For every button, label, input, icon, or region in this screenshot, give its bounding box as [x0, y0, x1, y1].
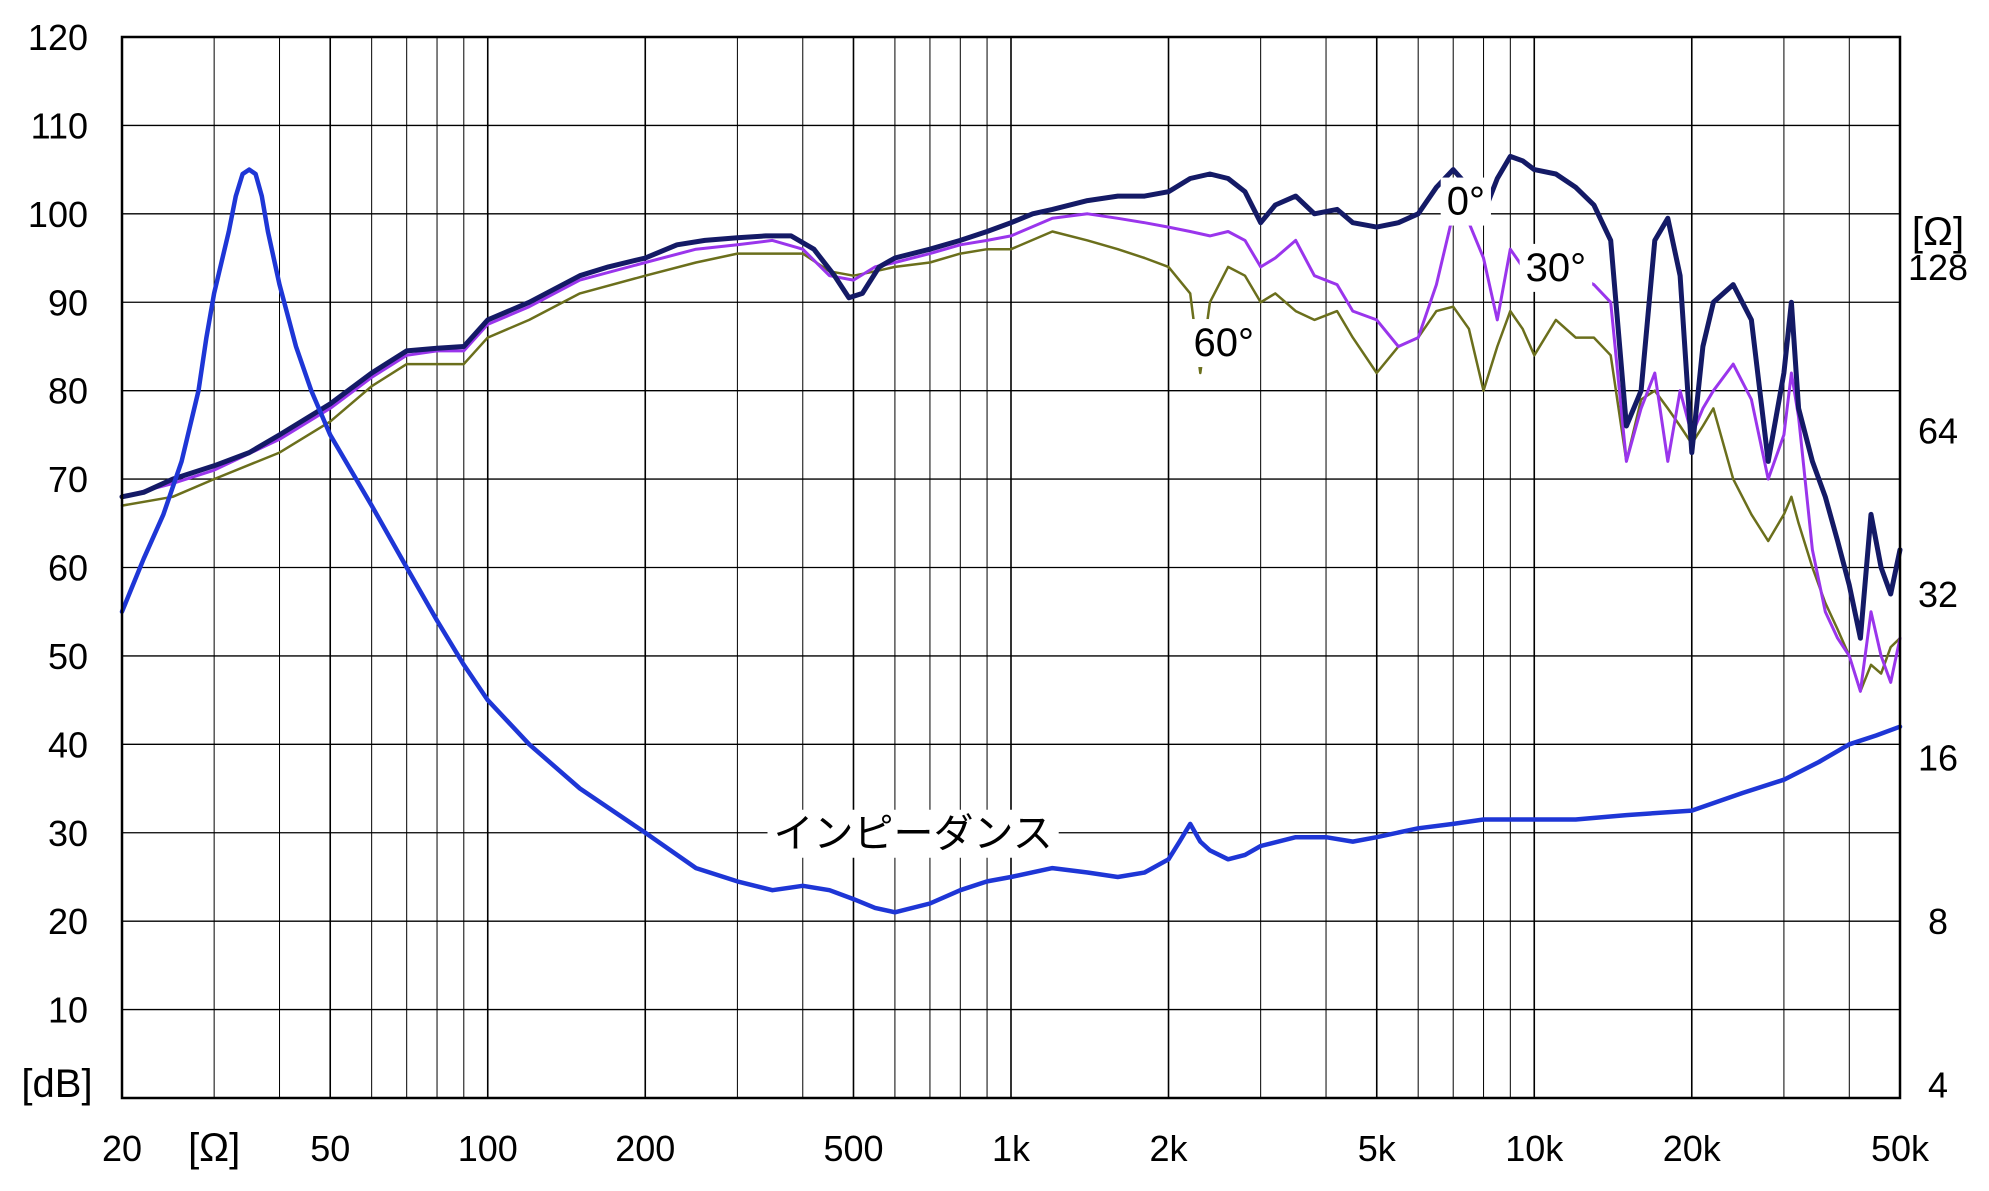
x-tick-label: 20 — [102, 1128, 142, 1169]
y-left-tick-label: 60 — [48, 548, 88, 589]
y-left-tick-label: 120 — [28, 17, 88, 58]
y-right-tick-label: 128 — [1908, 247, 1968, 288]
x-axis-inline-unit: [Ω] — [188, 1126, 240, 1170]
y-right-tick-label: 16 — [1918, 738, 1958, 779]
y-right-tick-label: 64 — [1918, 410, 1958, 451]
plot-frame — [120, 35, 1902, 1100]
x-tick-label: 200 — [615, 1128, 675, 1169]
y-left-tick-label: 20 — [48, 901, 88, 942]
x-tick-label: 50 — [310, 1128, 350, 1169]
y-left-tick-label: 80 — [48, 371, 88, 412]
annotation-background — [1440, 177, 1491, 226]
grid — [122, 37, 1900, 1098]
annotation-background — [1187, 319, 1260, 368]
series-line — [119, 153, 1903, 641]
series-line — [120, 230, 1902, 693]
y-left-tick-label: 30 — [48, 813, 88, 854]
x-tick-label: 50k — [1871, 1128, 1930, 1169]
series-layer — [119, 153, 1903, 915]
annotation-background — [1519, 243, 1593, 292]
annotation-label: 60° — [1193, 321, 1254, 365]
annotation-label: 0° — [1447, 180, 1485, 224]
y-left-tick-label: 100 — [28, 194, 88, 235]
y-left-tick-label: 70 — [48, 459, 88, 500]
y-left-tick-label: 10 — [48, 990, 88, 1031]
y-left-tick-label: 90 — [48, 282, 88, 323]
series-line — [119, 167, 1903, 915]
tick-labels: 20 50 100 200 500 1k 2k 5k 10k 20k 50k 10 20 30 40 50 60… — [28, 17, 1968, 1169]
y-right-tick-label: 4 — [1928, 1065, 1948, 1106]
x-tick-label: 20k — [1663, 1128, 1722, 1169]
right-axis-unit: [Ω] — [1912, 210, 1964, 254]
y-left-tick-label: 110 — [31, 105, 88, 146]
y-right-tick-label: 8 — [1928, 901, 1948, 942]
left-axis-unit: [dB] — [21, 1062, 92, 1106]
x-tick-label: 2k — [1150, 1128, 1189, 1169]
x-tick-label: 1k — [992, 1128, 1031, 1169]
x-tick-label: 100 — [458, 1128, 518, 1169]
x-tick-label: 5k — [1358, 1128, 1397, 1169]
annotations: 0° 30° 60° インピーダンス — [767, 177, 1593, 858]
series-line — [120, 212, 1902, 693]
y-left-tick-label: 40 — [48, 724, 88, 765]
x-tick-label: 500 — [823, 1128, 883, 1169]
annotation-label: 30° — [1526, 246, 1587, 290]
y-right-tick-label: 32 — [1918, 574, 1958, 615]
y-left-tick-label: 50 — [48, 636, 88, 677]
annotation-background — [767, 809, 1059, 858]
x-tick-label: 10k — [1505, 1128, 1564, 1169]
annotation-label: インピーダンス — [774, 812, 1053, 856]
